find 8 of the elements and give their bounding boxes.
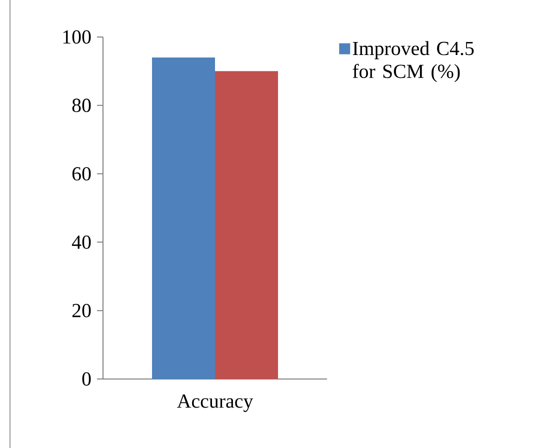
y-tick-label: 40	[72, 235, 91, 249]
x-tick-label: Accuracy	[177, 394, 254, 412]
y-tick-label: 100	[63, 30, 91, 44]
y-tick-label: 0	[82, 372, 91, 386]
legend-label: Improved C4.5 for SCM (%)	[352, 41, 474, 82]
y-tick-label: 20	[72, 304, 91, 318]
y-tick-label: 80	[72, 98, 91, 112]
y-tick-label: 60	[72, 167, 91, 180]
